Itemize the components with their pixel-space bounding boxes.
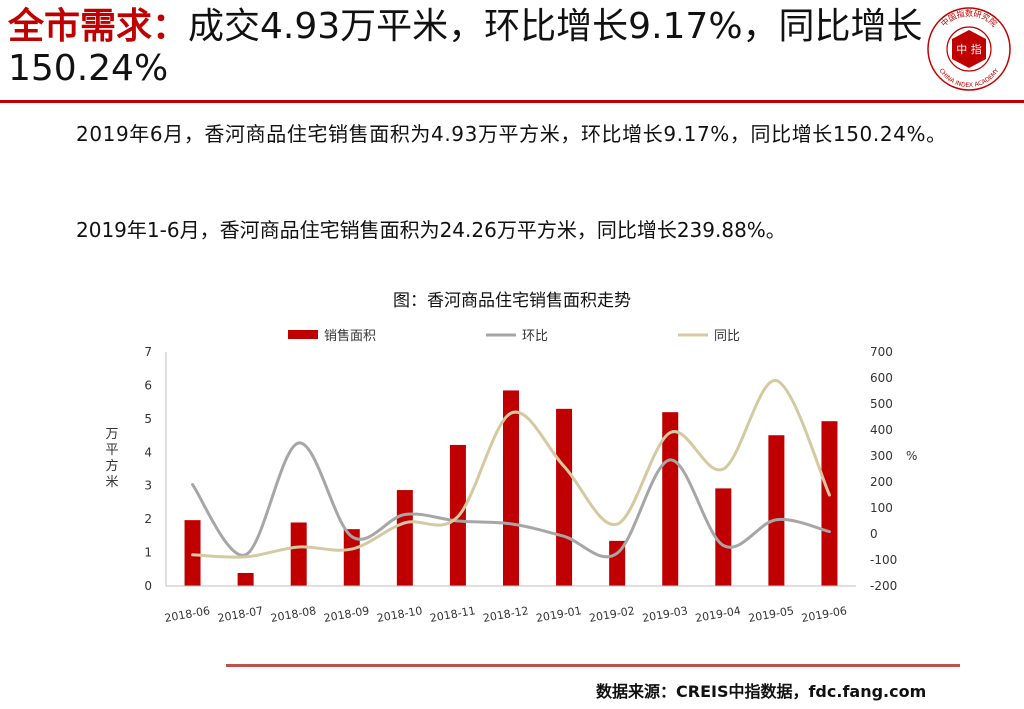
right-tick-label: 400 [870, 423, 893, 437]
right-tick-label: 300 [870, 449, 893, 463]
left-axis-title-char: 平 [105, 443, 118, 458]
left-axis: 0 1 2 3 4 5 6 7 万平方米 [105, 345, 167, 593]
right-tick-label: 0 [870, 527, 878, 541]
left-tick-label: 1 [144, 546, 152, 560]
right-tick-label: -200 [870, 579, 897, 593]
data-source: 数据来源：CREIS中指数据，fdc.fang.com [596, 682, 927, 701]
legend-label: 同比 [714, 329, 740, 344]
bar [821, 421, 838, 586]
left-axis-title: 万平方米 [105, 427, 118, 490]
left-tick-label: 4 [144, 445, 152, 459]
x-tick-label: 2019-05 [747, 604, 795, 625]
left-tick-label: 7 [144, 345, 152, 359]
x-tick-label: 2019-02 [588, 604, 636, 625]
bar [662, 412, 679, 586]
left-tick-label: 6 [144, 378, 152, 392]
right-axis: -200 -100 0 100 200 300 400 500 600 700% [870, 345, 917, 593]
title-divider [0, 100, 1024, 103]
left-tick-label: 3 [144, 479, 152, 493]
x-tick-label: 2018-10 [376, 604, 424, 625]
bar [503, 390, 519, 586]
left-tick-label: 0 [144, 579, 152, 593]
bar [556, 408, 573, 586]
x-tick-label: 2018-11 [429, 604, 477, 625]
bar [768, 435, 785, 586]
x-tick-label: 2019-01 [535, 604, 583, 625]
x-tick-label: 2018-12 [482, 604, 530, 625]
logo-center-text: 中 指 [956, 42, 982, 56]
x-tick-label: 2018-06 [164, 604, 212, 625]
left-axis-title-char: 方 [105, 458, 118, 474]
left-axis-title-char: 万 [105, 427, 118, 442]
bar [237, 572, 254, 586]
paragraph-ytd: 2019年1-6月，香河商品住宅销售面积为24.26万平方米，同比增长239.8… [76, 218, 786, 242]
right-axis-title: % [906, 449, 917, 463]
bar [290, 522, 307, 586]
x-tick-label: 2019-04 [694, 604, 742, 625]
bar-series [184, 390, 838, 586]
x-tick-label: 2018-08 [270, 604, 318, 625]
right-tick-label: -100 [870, 553, 897, 567]
x-tick-label: 2019-06 [800, 604, 848, 625]
left-tick-label: 5 [144, 412, 152, 426]
right-tick-label: 100 [870, 501, 893, 515]
bar [715, 488, 732, 586]
sales-area-chart: 销售面积 环比 同比 0 1 2 3 4 5 6 7 万平方米 -200 -100 0 100 200 300… [105, 328, 917, 625]
x-tick-label: 2019-03 [641, 604, 689, 625]
right-tick-label: 200 [870, 475, 893, 489]
x-tick-label: 2018-09 [323, 604, 371, 625]
legend-label: 环比 [522, 329, 548, 344]
paragraph-monthly: 2019年6月，香河商品住宅销售面积为4.93万平方米，环比增长9.17%，同比… [76, 122, 947, 146]
yoy-line [191, 379, 831, 559]
left-tick-label: 2 [144, 512, 152, 526]
x-axis: 2018-06 2018-07 2018-08 2018-09 2018-10 2018-… [164, 585, 856, 625]
title-highlight: 全市需求： [8, 6, 189, 47]
bar [343, 529, 360, 586]
bar [609, 540, 626, 586]
legend-swatch-bar [288, 330, 318, 339]
chart-legend: 销售面积 环比 同比 [288, 328, 740, 344]
bar [396, 490, 413, 586]
mom-line [191, 441, 831, 559]
right-tick-label: 500 [870, 397, 893, 411]
x-tick-label: 2018-07 [217, 604, 265, 625]
chart-caption: 图：香河商品住宅销售面积走势 [393, 291, 631, 311]
source-divider [226, 664, 960, 667]
right-tick-label: 600 [870, 371, 893, 385]
left-axis-title-char: 米 [105, 475, 118, 490]
page-title: 全市需求：成交4.93万平米，环比增长9.17%，同比增长150.24% [8, 6, 928, 90]
title-text: 成交4.93万平米，环比增长9.17%，同比增长150.24% [8, 6, 923, 89]
right-tick-label: 700 [870, 345, 893, 359]
bar [184, 520, 201, 586]
legend-label: 销售面积 [324, 328, 376, 344]
line-series [191, 379, 831, 559]
logo-ring-top: 中国指数研究院 [939, 8, 1000, 29]
china-index-academy-logo: 中 指 中国指数研究院 CHINA INDEX ACADEMY [927, 7, 1011, 91]
